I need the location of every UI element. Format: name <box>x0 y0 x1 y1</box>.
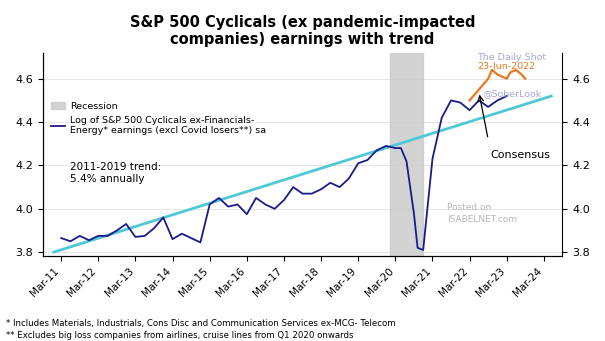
Legend: Recession, Log of S&P 500 Cyclicals ex-Financials-
Energy* earnings (excl Covid : Recession, Log of S&P 500 Cyclicals ex-F… <box>47 98 270 139</box>
Text: Consensus: Consensus <box>490 150 550 160</box>
Text: Posted on
ISABELNET.com: Posted on ISABELNET.com <box>447 203 517 224</box>
Text: 2011-2019 trend:
5.4% annually: 2011-2019 trend: 5.4% annually <box>70 162 162 184</box>
Text: * Includes Materials, Industrials, Cons Disc and Communication Services ex-MCG- : * Includes Materials, Industrials, Cons … <box>6 318 396 328</box>
Title: S&P 500 Cyclicals (ex pandemic-impacted
companies) earnings with trend: S&P 500 Cyclicals (ex pandemic-impacted … <box>129 15 476 47</box>
Text: ** Excludes big loss companies from airlines, cruise lines from Q1 2020 onwards: ** Excludes big loss companies from airl… <box>6 331 353 340</box>
Text: The Daily Shot: The Daily Shot <box>477 53 546 62</box>
Text: @SoberLook: @SoberLook <box>483 89 542 98</box>
Bar <box>390 53 423 256</box>
Text: 23-Jun-2022: 23-Jun-2022 <box>477 62 535 71</box>
